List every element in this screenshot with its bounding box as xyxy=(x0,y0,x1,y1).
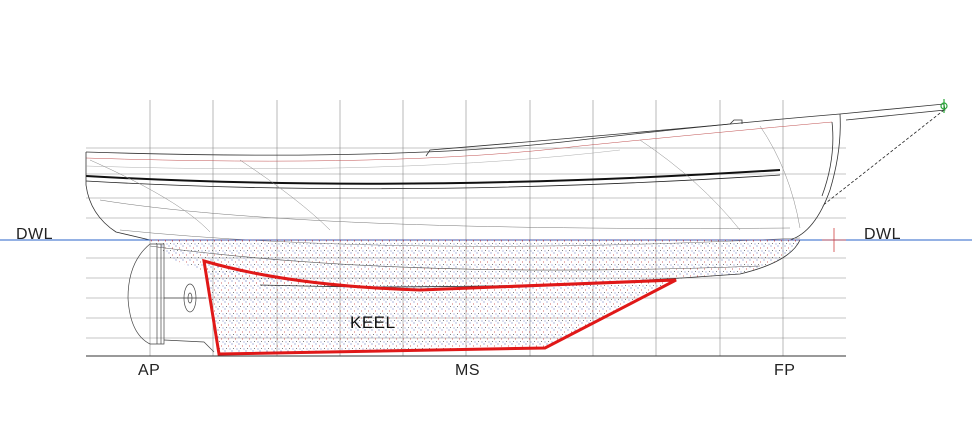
underwater-hull-area xyxy=(150,240,800,290)
bow-marker xyxy=(940,99,948,113)
keel-outline xyxy=(202,258,677,356)
hull-lines xyxy=(85,103,946,288)
dwl-label-left: DWL xyxy=(16,226,54,243)
rudder-propeller xyxy=(127,243,215,353)
forward-perpendicular-label: FP xyxy=(774,362,796,379)
keel-label: KEEL xyxy=(350,313,396,332)
target-symbol xyxy=(822,228,846,252)
dwl-label-right: DWL xyxy=(864,226,902,243)
midship-label: MS xyxy=(455,362,480,379)
aft-perpendicular-label: AP xyxy=(138,362,161,379)
